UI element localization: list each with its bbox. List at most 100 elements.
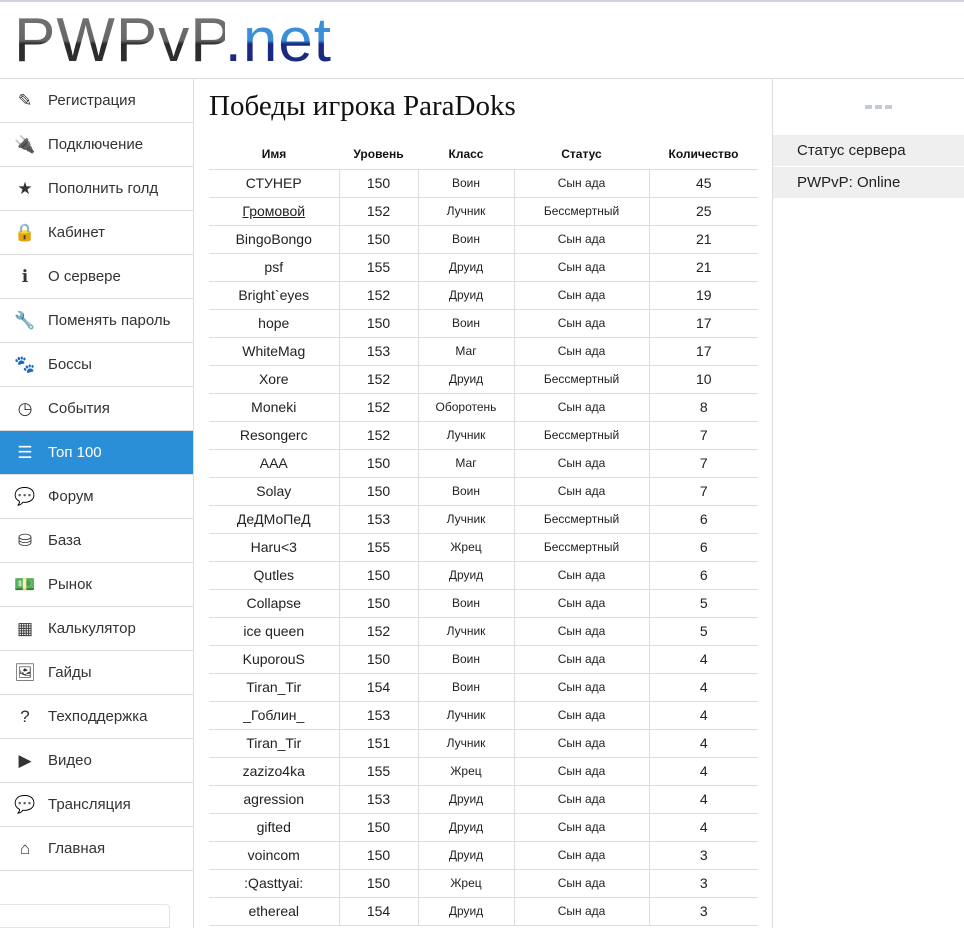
sidebar-item-7[interactable]: ◷ События (0, 387, 193, 431)
column-header: Количество (668, 146, 739, 161)
sidebar-item-label: Подключение (48, 136, 144, 153)
sidebar-item-4[interactable]: ℹ О сервере (0, 255, 193, 299)
database-icon: ⛁ (17, 530, 33, 550)
sidebar-item-14[interactable]: ? Техподдержка (0, 695, 193, 739)
sidebar-item-1[interactable]: 🔌 Подключение (0, 123, 193, 167)
cell-ct: 19 (648, 280, 758, 310)
sidebar-item-10[interactable]: ⛁ База (0, 519, 193, 563)
server-status-title: Статус сервера (773, 135, 964, 166)
cell-cl: Воин (417, 476, 515, 506)
sidebar-item-5[interactable]: 🔧 Поменять пароль (0, 299, 193, 343)
sidebar-item-11[interactable]: 💵 Рынок (0, 563, 193, 607)
cell-lv: 151 (338, 728, 419, 758)
cell-ct: 7 (648, 420, 758, 450)
cell-nm: СТУНЕР (209, 168, 340, 198)
cell-ct: 4 (648, 756, 758, 786)
table-row: ДеДМоПеД 153 Лучник Бессмертный 6 (209, 504, 758, 534)
cell-nm: _Гоблин_ (209, 700, 340, 730)
cell-lv: 153 (338, 784, 419, 814)
cell-ct: 6 (648, 532, 758, 562)
sidebar-item-15[interactable]: ▶ Видео (0, 739, 193, 783)
table-row: KuporouS 150 Воин Сын ада 4 (209, 644, 758, 674)
cell-st: Сын ада (513, 560, 650, 590)
cell-ct: 3 (648, 896, 758, 926)
cell-cl: Лучник (417, 504, 515, 534)
sidebar-nav: ✎ Регистрация 🔌 Подключение ★ Пополнить голд 🔒… (0, 79, 194, 928)
table-row: gifted 150 Друид Сын ада 4 (209, 812, 758, 842)
player-link[interactable]: Громовой (242, 203, 306, 219)
cell-lv: 152 (338, 364, 419, 394)
cell-ct: 21 (648, 252, 758, 282)
sidebar-item-9[interactable]: 💬 Форум (0, 475, 193, 519)
cell-cl: Друид (417, 252, 515, 282)
sidebar-item-label: Пополнить голд (48, 180, 159, 197)
cell-cl: Друид (417, 784, 515, 814)
cell-st: Сын ада (513, 168, 650, 198)
cell-lv: 150 (338, 840, 419, 870)
youtube-icon: ▶ (18, 750, 32, 770)
cell-cl: Лучник (417, 728, 515, 758)
sidebar-item-label: События (48, 400, 110, 417)
table-row: psf 155 Друид Сын ада 21 (209, 252, 758, 282)
cell-lv: 150 (338, 168, 419, 198)
edit-icon: ✎ (17, 90, 33, 110)
sidebar-item-0[interactable]: ✎ Регистрация (0, 79, 193, 123)
cell-cl: Воин (417, 588, 515, 618)
cell-st: Бессмертный (513, 364, 650, 394)
paw-icon: 🐾 (14, 354, 36, 374)
cell-ct: 4 (648, 728, 758, 758)
table-row: _Гоблин_ 153 Лучник Сын ада 4 (209, 700, 758, 730)
cell-st: Сын ада (513, 476, 650, 506)
site-logo[interactable]: PWPvP.net (14, 6, 333, 75)
cell-lv: 152 (338, 420, 419, 450)
cell-nm: :Qasttyai: (209, 868, 340, 898)
column-header: Класс (448, 146, 484, 161)
comments-icon: 💬 (14, 486, 36, 506)
cell-ct: 25 (648, 196, 758, 226)
right-panel: Статус сервера PWPvP: Online (772, 79, 964, 928)
cell-st: Бессмертный (513, 196, 650, 226)
sidebar-item-label: Поменять пароль (48, 312, 171, 329)
cell-ct: 5 (648, 588, 758, 618)
cell-st: Сын ада (513, 616, 650, 646)
cell-ct: 4 (648, 672, 758, 702)
cell-st: Сын ада (513, 812, 650, 842)
cell-ct: 3 (648, 840, 758, 870)
cell-cl: Лучник (417, 196, 515, 226)
sidebar-item-13[interactable]: 🖼 Гайды (0, 651, 193, 695)
sidebar-item-label: Техподдержка (48, 708, 148, 725)
cell-nm: WhiteMag (209, 336, 340, 366)
cell-lv: 154 (338, 896, 419, 926)
cell-nm: zazizo4ka (209, 756, 340, 786)
sidebar-item-3[interactable]: 🔒 Кабинет (0, 211, 193, 255)
cell-nm: Collapse (209, 588, 340, 618)
table-row: Xore 152 Друид Бессмертный 10 (209, 364, 758, 394)
cell-ct: 7 (648, 476, 758, 506)
cell-lv: 153 (338, 700, 419, 730)
cell-ct: 17 (648, 308, 758, 338)
sidebar-item-label: Регистрация (48, 92, 136, 109)
sidebar-item-17[interactable]: ⌂ Главная (0, 827, 193, 871)
wrench-icon: 🔧 (14, 310, 36, 330)
cell-nm: Moneki (209, 392, 340, 422)
sidebar-item-8[interactable]: ☰ Топ 100 (0, 431, 193, 475)
cell-nm: BingoBongo (209, 224, 340, 254)
cell-lv: 150 (338, 644, 419, 674)
cell-cl: Воин (417, 308, 515, 338)
sidebar-item-12[interactable]: ▦ Калькулятор (0, 607, 193, 651)
table-row: Solay 150 Воин Сын ада 7 (209, 476, 758, 506)
sidebar-item-16[interactable]: 💬 Трансляция (0, 783, 193, 827)
cell-cl: Воин (417, 644, 515, 674)
sidebar-item-6[interactable]: 🐾 Боссы (0, 343, 193, 387)
cell-st: Сын ада (513, 644, 650, 674)
table-row: ice queen 152 Лучник Сын ада 5 (209, 616, 758, 646)
cell-ct: 6 (648, 560, 758, 590)
cell-lv: 150 (338, 868, 419, 898)
sidebar-item-2[interactable]: ★ Пополнить голд (0, 167, 193, 211)
cell-nm: gifted (209, 812, 340, 842)
cell-lv: 150 (338, 560, 419, 590)
table-row: zazizo4ka 155 Жрец Сын ада 4 (209, 756, 758, 786)
cell-cl: Друид (417, 280, 515, 310)
cell-ct: 8 (648, 392, 758, 422)
cell-nm: ДеДМоПеД (209, 504, 340, 534)
